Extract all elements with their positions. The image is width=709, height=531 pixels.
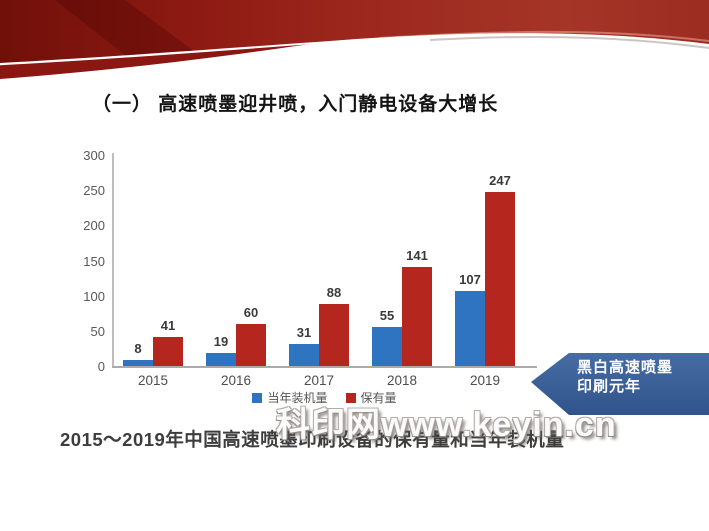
callout-text: 黑白高速喷墨 印刷元年 [577, 358, 673, 396]
page-title: （一） 高速喷墨迎井喷，入门静电设备大增长 [92, 94, 499, 115]
bar-value-label: 60 [243, 305, 259, 320]
banner-lower-wedge [0, 41, 330, 79]
callout-banner: 黑白高速喷墨 印刷元年 [529, 345, 709, 417]
bar-value-label: 88 [326, 285, 342, 300]
legend-item: 当年装机量 [252, 389, 328, 406]
bar-value-label: 19 [213, 334, 229, 349]
bar-value-label: 8 [134, 341, 142, 356]
bar-2019-holdings [485, 192, 515, 366]
bar-value-label: 31 [296, 325, 312, 340]
y-tick-label: 50 [90, 323, 105, 339]
watermark: 科印网www.keyin.cn [276, 406, 617, 444]
bar-value-label: 41 [160, 318, 176, 333]
x-tick-label: 2018 [386, 373, 418, 388]
bar-value-label: 55 [379, 308, 395, 323]
legend-label: 当年装机量 [267, 391, 328, 405]
callout-line2: 印刷元年 [577, 378, 642, 395]
y-tick-label: 0 [97, 359, 105, 374]
bar-2019-installs [455, 291, 485, 366]
bar-2015-installs [123, 360, 153, 366]
callout-line1: 黑白高速喷墨 [577, 359, 674, 376]
bar-value-label: 247 [489, 173, 511, 188]
y-tick-label: 200 [83, 218, 105, 234]
legend-item: 保有量 [345, 389, 397, 406]
bar-2017-holdings [319, 304, 349, 366]
banner-main-shape [0, 0, 709, 63]
y-tick-label: 300 [83, 148, 105, 163]
left-arrow-icon [531, 353, 709, 415]
bar-2018-installs [372, 327, 402, 366]
x-axis-line [112, 366, 537, 368]
chart-caption: 2015～2019年中国高速喷墨印刷设备的保有量和当年装机量 [60, 429, 565, 450]
legend-label: 保有量 [360, 391, 397, 405]
bar-value-label: 141 [406, 248, 428, 263]
bar-2015-holdings [153, 337, 183, 366]
y-axis-line [112, 153, 114, 366]
chart-legend: 当年装机量 保有量 [112, 389, 537, 406]
x-tick-label: 2015 [137, 373, 169, 388]
banner-dark-stripe [55, 0, 210, 63]
x-tick-label: 2016 [220, 373, 252, 388]
x-tick-label: 2019 [469, 373, 501, 388]
legend-swatch [345, 392, 356, 403]
callout-arrow-shape [531, 353, 709, 415]
banner-white-cut [0, 39, 333, 66]
bar-value-label: 107 [459, 272, 481, 287]
bar-2016-holdings [236, 324, 266, 366]
bar-chart: 0 50 100 150 200 250 300 8 41 2015 19 60 2016 31 88 201… [75, 148, 555, 422]
bar-2018-holdings [402, 267, 432, 366]
y-tick-label: 250 [83, 183, 105, 199]
bar-2017-installs [289, 344, 319, 366]
top-red-banner-decoration [0, 0, 709, 79]
banner-shadow-line [429, 35, 709, 49]
x-tick-label: 2017 [303, 373, 335, 388]
y-tick-label: 100 [83, 288, 105, 304]
y-tick-label: 150 [83, 253, 105, 269]
bar-2016-installs [206, 353, 236, 366]
legend-swatch [252, 392, 263, 403]
